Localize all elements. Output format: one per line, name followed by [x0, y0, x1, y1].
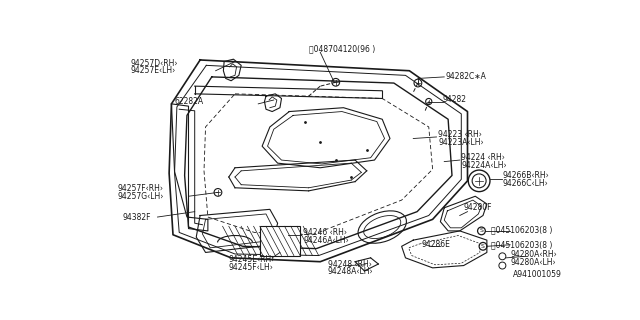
Text: 94245F‹LH›: 94245F‹LH› [229, 263, 274, 272]
Text: 94382F: 94382F [123, 212, 151, 221]
Text: Ⓢ045106203(8 ): Ⓢ045106203(8 ) [491, 225, 552, 234]
Text: 94282: 94282 [443, 95, 467, 105]
Circle shape [426, 99, 432, 105]
Text: A941001059: A941001059 [513, 270, 562, 279]
Text: 94257D‹RH›: 94257D‹RH› [131, 59, 178, 68]
Text: 94257F‹RH›: 94257F‹RH› [117, 184, 163, 193]
Text: 94266C‹LH›: 94266C‹LH› [502, 179, 548, 188]
Text: 94280F: 94280F [463, 203, 492, 212]
Text: 94248 ‹RH›: 94248 ‹RH› [328, 260, 372, 268]
Circle shape [332, 78, 340, 86]
Text: Ⓢ048704120(96 ): Ⓢ048704120(96 ) [308, 45, 375, 54]
Text: 94282C∗A: 94282C∗A [446, 72, 486, 81]
Text: 94245E‹RH›: 94245E‹RH› [229, 255, 275, 264]
Circle shape [414, 79, 422, 87]
Text: 94223A‹LH›: 94223A‹LH› [438, 138, 484, 147]
Text: 94257G‹LH›: 94257G‹LH› [117, 192, 164, 201]
Text: 94248A‹LH›: 94248A‹LH› [328, 267, 374, 276]
Polygon shape [260, 226, 300, 256]
Text: S: S [479, 228, 483, 233]
Text: 94266B‹RH›: 94266B‹RH› [502, 171, 549, 180]
Text: 94224 ‹RH›: 94224 ‹RH› [461, 153, 505, 162]
Text: 94246A‹LH›: 94246A‹LH› [303, 236, 349, 245]
Text: 94246 ‹RH›: 94246 ‹RH› [303, 228, 348, 237]
Circle shape [214, 188, 222, 196]
Text: 94223 ‹RH›: 94223 ‹RH› [438, 130, 482, 139]
Text: 94280A‹LH›: 94280A‹LH› [510, 258, 556, 267]
Text: 94224A‹LH›: 94224A‹LH› [461, 161, 507, 170]
Circle shape [468, 170, 490, 192]
Text: 62282A: 62282A [175, 97, 204, 106]
Text: Ⓢ045106203(8 ): Ⓢ045106203(8 ) [491, 240, 552, 249]
Text: S: S [481, 244, 485, 249]
Text: 94280A‹RH›: 94280A‹RH› [510, 250, 557, 259]
Text: 94286E: 94286E [421, 240, 450, 249]
Text: 94257E‹LH›: 94257E‹LH› [131, 66, 175, 75]
